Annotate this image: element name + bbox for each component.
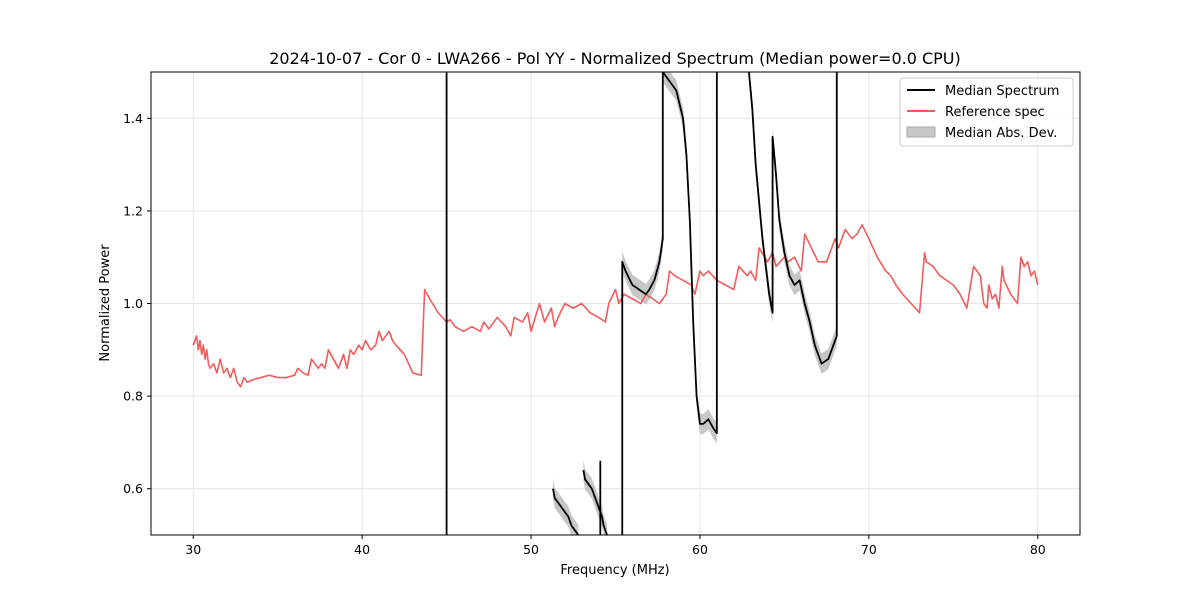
x-tick-label: 80 — [1030, 542, 1046, 557]
x-tick-label: 50 — [523, 542, 539, 557]
y-tick-label: 1.4 — [123, 111, 143, 126]
x-tick-label: 70 — [861, 542, 877, 557]
legend-label-mad: Median Abs. Dev. — [945, 126, 1057, 141]
x-tick-label: 60 — [692, 542, 708, 557]
y-tick-label: 0.8 — [123, 389, 143, 404]
legend-label-reference: Reference spec — [945, 105, 1045, 120]
axis-ticks: 30 40 50 60 70 80 0.6 0.8 1.0 1.2 1.4 — [123, 111, 1046, 557]
y-tick-label: 0.6 — [123, 481, 143, 496]
median-spectrum-line — [552, 488, 580, 535]
reference-spec-line — [192, 223, 1039, 388]
mad-band — [748, 72, 837, 374]
y-tick-label: 1.0 — [123, 296, 143, 311]
chart-title: 2024-10-07 - Cor 0 - LWA266 - Pol YY - N… — [269, 49, 961, 68]
legend: Median Spectrum Reference spec Median Ab… — [899, 77, 1074, 147]
median-spectrum-line — [582, 470, 608, 535]
median-spectrum-line — [748, 72, 838, 365]
legend-swatch-mad — [906, 126, 936, 138]
y-tick-label: 1.2 — [123, 203, 143, 218]
y-axis-label: Normalized Power — [98, 244, 113, 362]
grid-lines — [151, 72, 1080, 535]
mad-band — [583, 459, 608, 535]
plot-area — [192, 72, 1039, 535]
x-axis-label: Frequency (MHz) — [560, 563, 669, 578]
legend-label-median: Median Spectrum — [945, 84, 1059, 99]
median-spectrum-line — [621, 72, 718, 535]
x-tick-label: 40 — [354, 542, 370, 557]
mad-band — [553, 478, 579, 535]
legend-box — [899, 77, 1074, 147]
x-tick-label: 30 — [185, 542, 201, 557]
